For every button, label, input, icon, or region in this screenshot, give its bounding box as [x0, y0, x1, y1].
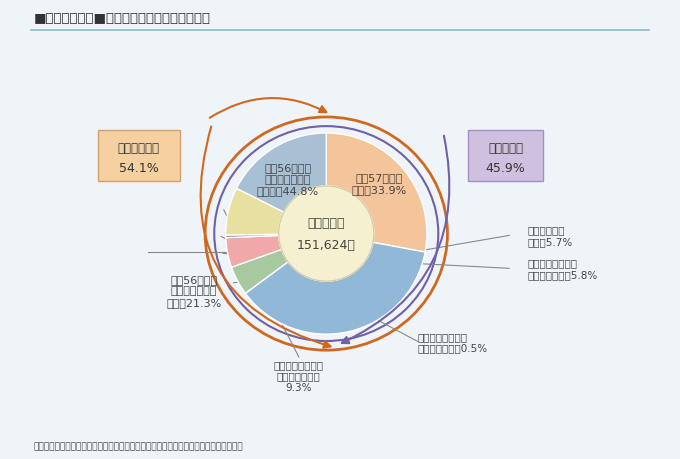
Text: 小中学校等: 小中学校等 — [307, 217, 345, 230]
Text: 耘震性あり: 耘震性あり — [488, 142, 523, 155]
Wedge shape — [245, 243, 425, 335]
Text: 昭和57年以降
建築　33.9%: 昭和57年以降 建築 33.9% — [352, 173, 407, 195]
Text: 耘震性に疑問: 耘震性に疑問 — [118, 142, 160, 155]
Wedge shape — [237, 134, 326, 213]
FancyBboxPatch shape — [468, 131, 543, 181]
Text: 出典：地震防災施設の整備の現状に関する全国調査最終報告（平成５年１月：内閣府）: 出典：地震防災施設の整備の現状に関する全国調査最終報告（平成５年１月：内閣府） — [34, 442, 243, 450]
Text: ■図２－４－４■　小中学校等の耐震化の状況: ■図２－４－４■ 小中学校等の耐震化の状況 — [34, 12, 211, 25]
FancyBboxPatch shape — [98, 131, 180, 181]
Wedge shape — [231, 250, 288, 294]
Circle shape — [279, 187, 374, 281]
Text: うち要改修と診断
され改修中　　0.5%: うち要改修と診断 され改修中 0.5% — [418, 331, 488, 353]
Wedge shape — [226, 236, 282, 268]
Text: うち要改修と診断
されたが未改修
9.3%: うち要改修と診断 されたが未改修 9.3% — [274, 359, 324, 392]
Wedge shape — [326, 134, 427, 252]
Wedge shape — [226, 189, 284, 235]
Text: 54.1%: 54.1% — [119, 162, 158, 175]
Text: うち要改修と診断
され改修済み　5.8%: うち要改修と診断 され改修済み 5.8% — [528, 258, 598, 280]
Text: 昭和56年以前
建築で耐震診断
未実施　44.8%: 昭和56年以前 建築で耐震診断 未実施 44.8% — [257, 163, 319, 196]
Text: 151,624棟: 151,624棟 — [297, 239, 356, 252]
Wedge shape — [226, 235, 279, 238]
Text: 45.9%: 45.9% — [486, 162, 526, 175]
Text: 昭和56年以前
建築で耐震診断
実施　21.3%: 昭和56年以前 建築で耐震診断 実施 21.3% — [166, 274, 221, 307]
Text: うち耐震改修
不要　5.7%: うち耐震改修 不要 5.7% — [528, 225, 573, 246]
